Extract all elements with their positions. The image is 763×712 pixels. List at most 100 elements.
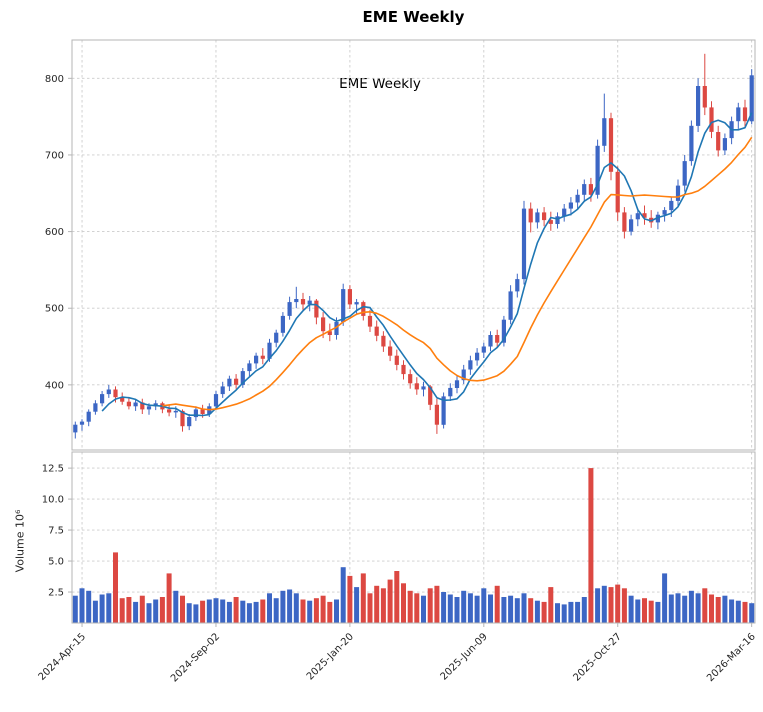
candle-body <box>475 352 480 361</box>
candle-body <box>300 299 306 305</box>
candle-body <box>287 302 292 316</box>
candle-body <box>508 291 513 320</box>
price-tick-label: 800 <box>45 74 64 85</box>
candle-body <box>146 406 152 410</box>
volume-bar <box>206 599 212 623</box>
candle-body <box>367 315 373 327</box>
candle-body <box>481 346 486 353</box>
candle-body <box>682 161 687 186</box>
x-tick-label: 2025-Oct-27 <box>572 631 624 683</box>
volume-bar <box>240 600 246 623</box>
volume-bar <box>715 597 721 623</box>
volume-bar <box>300 599 306 623</box>
candle-body <box>347 289 352 305</box>
volume-bar <box>193 604 199 623</box>
candle-body <box>655 214 660 223</box>
candle-body <box>254 355 259 364</box>
candle-body <box>602 118 607 146</box>
volume-bar <box>260 599 266 623</box>
volume-bar <box>139 595 145 623</box>
volume-bar <box>675 593 681 623</box>
price-panel-border <box>71 39 756 451</box>
volume-bar <box>92 600 98 623</box>
volume-bar <box>528 598 534 623</box>
volume-bar <box>394 571 400 623</box>
candle-body <box>193 409 198 418</box>
candle-body <box>381 335 386 347</box>
ma-slow-line <box>162 136 753 411</box>
volume-bar <box>186 603 192 623</box>
volume-bar <box>113 552 118 623</box>
volume-bar <box>313 598 319 623</box>
volume-bar <box>534 600 540 623</box>
volume-bar <box>695 593 701 623</box>
candle-body <box>608 118 614 172</box>
chart-title: EME Weekly <box>362 8 465 26</box>
candle-body <box>568 202 573 209</box>
candle-body <box>562 208 567 217</box>
volume-bar <box>213 598 219 623</box>
candle-body <box>629 219 634 232</box>
candle-body <box>696 86 701 126</box>
volume-bar <box>79 588 85 623</box>
candle-body <box>106 389 111 395</box>
volume-bar <box>347 575 353 623</box>
price-tick-label: 600 <box>45 227 64 238</box>
volume-bar <box>474 595 480 623</box>
volume-bar <box>655 601 661 623</box>
candle-body <box>307 300 312 305</box>
volume-bar <box>233 597 239 623</box>
candle-body <box>220 386 225 395</box>
volume-bar <box>374 585 380 623</box>
candle-body <box>461 369 466 381</box>
x-tick-label: 2025-Jan-20 <box>305 631 356 682</box>
volume-bar <box>541 601 547 623</box>
candle-body <box>662 210 667 215</box>
volume-bar <box>642 598 647 623</box>
candle-body <box>622 212 627 232</box>
x-tick-label: 2025-Jun-09 <box>439 631 490 682</box>
volume-bar <box>287 589 293 623</box>
volume-bar <box>441 592 447 623</box>
candle-body <box>709 107 714 132</box>
volume-bar <box>334 599 339 623</box>
candle-body <box>702 86 707 108</box>
candle-body <box>247 363 252 372</box>
candle-body <box>501 319 506 343</box>
volume-bar <box>327 601 333 623</box>
volume-bar <box>293 593 299 623</box>
volume-bar <box>99 594 105 623</box>
candle-body <box>742 107 748 122</box>
volume-bar <box>461 590 467 623</box>
candle-body <box>669 200 674 211</box>
candle-body <box>515 279 520 292</box>
candle-body <box>173 410 178 413</box>
candle-body <box>327 331 332 335</box>
candle-body <box>548 220 553 224</box>
candle-body <box>93 403 98 412</box>
volume-bar <box>749 603 755 623</box>
candle-body <box>227 378 232 387</box>
volume-bar <box>595 588 601 623</box>
volume-bar <box>72 595 78 623</box>
candle-body <box>234 378 239 385</box>
volume-bar <box>153 599 159 623</box>
volume-bar <box>601 585 607 623</box>
volume-bar <box>253 601 259 623</box>
candle-body <box>642 213 647 218</box>
candle-body <box>749 75 754 122</box>
volume-bar <box>608 587 614 623</box>
ma-fast-line <box>101 112 753 417</box>
candle-body <box>213 394 219 407</box>
volume-bar <box>401 583 406 623</box>
x-tick-label: 2024-Sep-02 <box>169 631 222 684</box>
volume-bar <box>307 600 313 623</box>
candle-body <box>314 300 319 318</box>
volume-bar <box>354 587 360 623</box>
candle-body <box>441 396 446 425</box>
volume-bar <box>568 601 574 623</box>
volume-bar <box>133 601 139 623</box>
candle-body <box>468 360 473 370</box>
volume-bar <box>682 595 688 623</box>
volume-bar <box>146 603 152 623</box>
